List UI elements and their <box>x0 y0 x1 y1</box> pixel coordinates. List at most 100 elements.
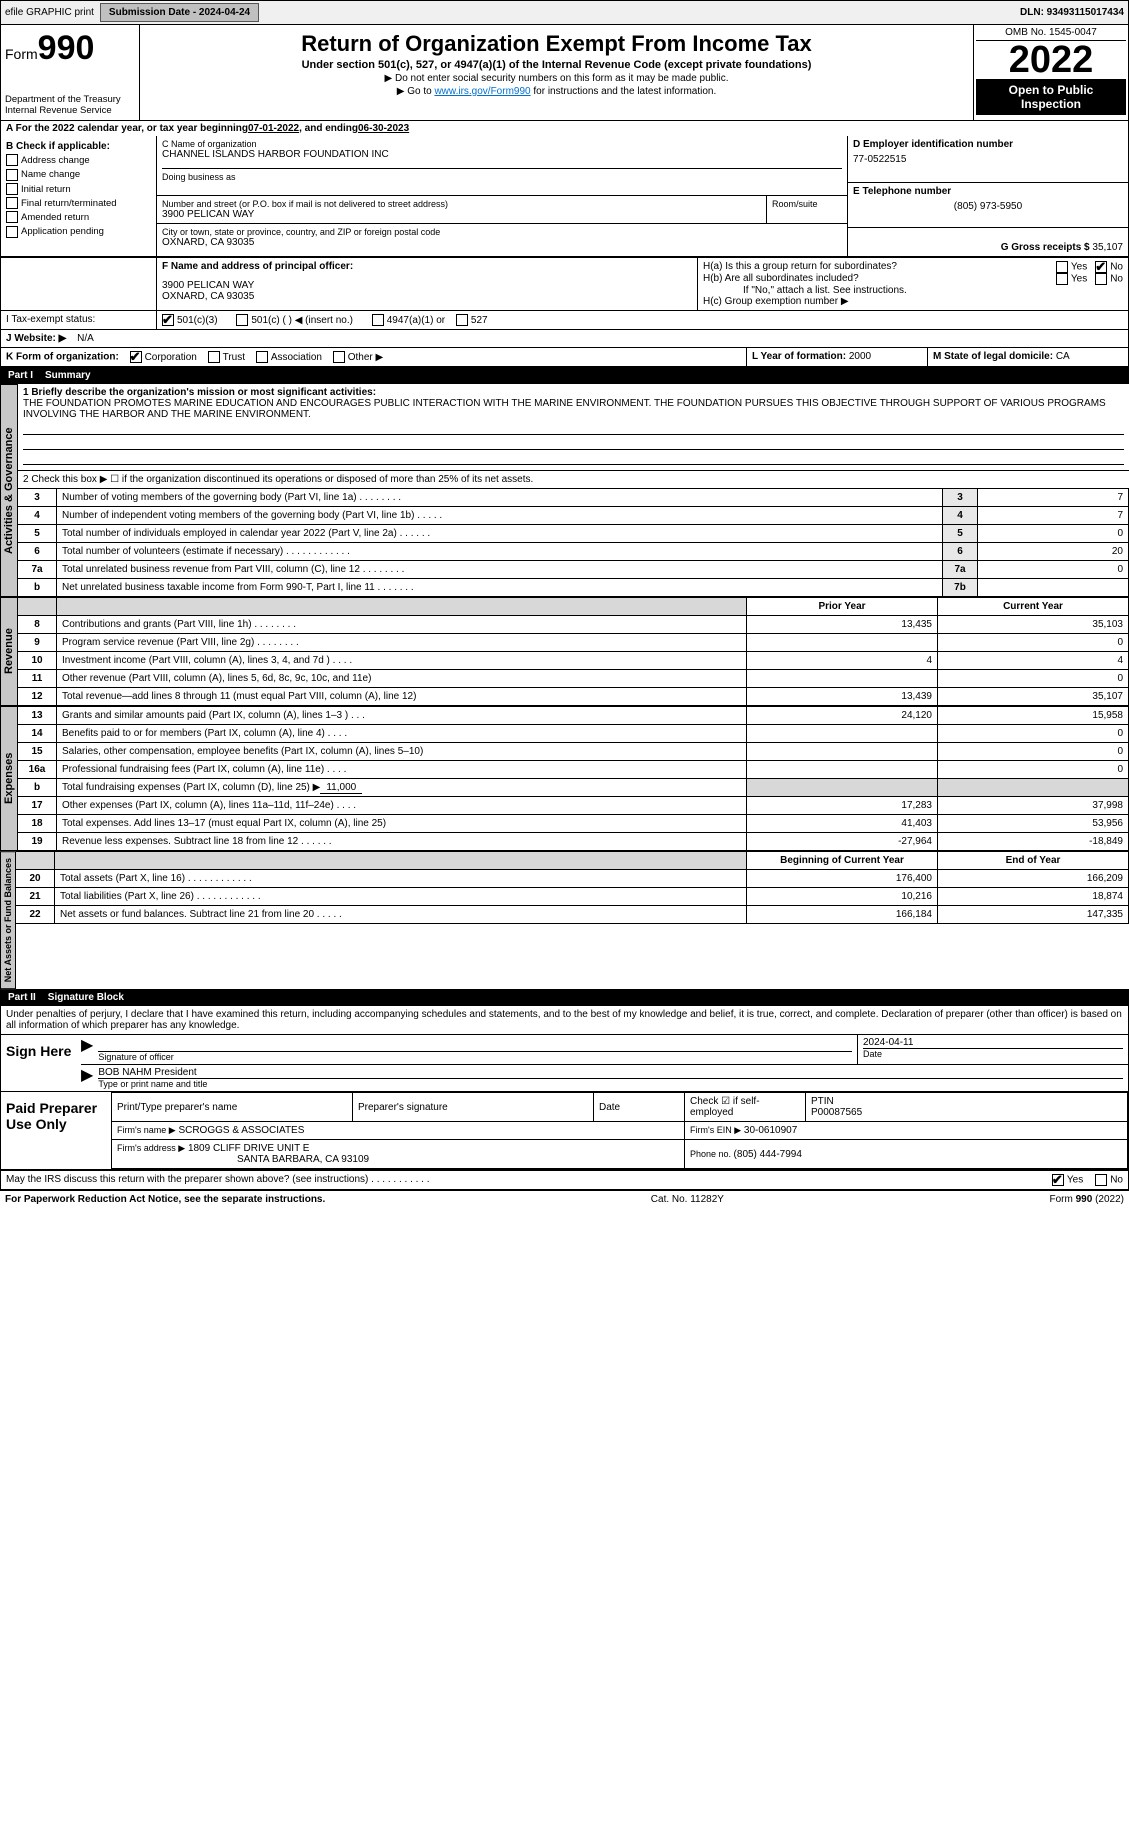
year-formation-label: L Year of formation: <box>752 351 849 362</box>
website-label: J Website: ▶ <box>6 333 66 344</box>
discuss-row: May the IRS discuss this return with the… <box>0 1170 1129 1190</box>
check-527[interactable]: 527 <box>456 315 488 326</box>
footer-right: Form 990 (2022) <box>1050 1194 1124 1205</box>
phone-value: (805) 973-5950 <box>853 201 1123 212</box>
revenue-section: Revenue Prior YearCurrent Year 8Contribu… <box>0 597 1129 706</box>
l13-text: Grants and similar amounts paid (Part IX… <box>57 707 747 725</box>
sign-here-block: Sign Here ▶ Signature of officer 2024-04… <box>0 1035 1129 1092</box>
part1-header: Part I Summary <box>0 367 1129 384</box>
l9-cur: 0 <box>938 634 1129 652</box>
l22-beg: 166,184 <box>747 906 938 924</box>
check-name-change[interactable]: Name change <box>6 168 151 182</box>
l11-prior <box>747 670 938 688</box>
l13-prior: 24,120 <box>747 707 938 725</box>
ha-no[interactable]: No <box>1095 261 1123 273</box>
l5-val: 0 <box>978 525 1129 543</box>
check-501c3[interactable]: 501(c)(3) <box>162 315 218 326</box>
firm-name-row: Firm's name ▶ SCROGGS & ASSOCIATES <box>112 1122 685 1140</box>
part1-num: Part I <box>8 370 33 381</box>
efile-label: efile GRAPHIC print <box>5 7 94 18</box>
org-name-label: C Name of organization <box>162 139 842 149</box>
check-501c[interactable]: 501(c) ( ) ◀ (insert no.) <box>236 315 353 326</box>
firm-addr2: SANTA BARBARA, CA 93109 <box>237 1154 369 1165</box>
type-name-label: Type or print name and title <box>98 1078 1123 1089</box>
form-990-label: Form990 <box>5 29 135 68</box>
discuss-no[interactable]: No <box>1095 1174 1123 1186</box>
open-to-public: Open to Public Inspection <box>976 79 1126 115</box>
note-ssn: ▶ Do not enter social security numbers o… <box>144 73 969 84</box>
officer-addr1: 3900 PELICAN WAY <box>162 280 692 291</box>
ein-label: D Employer identification number <box>853 139 1123 150</box>
tax-year-end: 06-30-2023 <box>358 123 409 134</box>
l8-prior: 13,435 <box>747 616 938 634</box>
l21-text: Total liabilities (Part X, line 26) . . … <box>55 888 747 906</box>
l17-prior: 17,283 <box>747 797 938 815</box>
line1-label: 1 Briefly describe the organization's mi… <box>23 387 1124 398</box>
firm-phone: (805) 444-7994 <box>734 1149 802 1160</box>
l18-prior: 41,403 <box>747 815 938 833</box>
governance-table: 3Number of voting members of the governi… <box>18 488 1129 597</box>
tax-exempt-label: I Tax-exempt status: <box>1 311 157 329</box>
hb-note: If "No," attach a list. See instructions… <box>703 285 1123 296</box>
state-domicile: CA <box>1056 351 1070 362</box>
l6-text: Total number of volunteers (estimate if … <box>57 543 943 561</box>
l16b-val: 11,000 <box>320 782 362 794</box>
l10-prior: 4 <box>747 652 938 670</box>
tax-year: 2022 <box>976 41 1126 79</box>
check-assoc[interactable]: Association <box>256 352 322 363</box>
check-corp[interactable]: Corporation <box>130 352 197 363</box>
note-goto: ▶ Go to www.irs.gov/Form990 for instruct… <box>144 86 969 97</box>
l9-text: Program service revenue (Part VIII, line… <box>57 634 747 652</box>
l11-cur: 0 <box>938 670 1129 688</box>
discuss-yes[interactable]: Yes <box>1052 1174 1083 1186</box>
l19-prior: -27,964 <box>747 833 938 851</box>
line-a-prefix: A For the 2022 calendar year, or tax yea… <box>6 123 248 134</box>
year-formation: 2000 <box>849 351 871 362</box>
check-address-change[interactable]: Address change <box>6 154 151 168</box>
l22-text: Net assets or fund balances. Subtract li… <box>55 906 747 924</box>
irs-link[interactable]: www.irs.gov/Form990 <box>434 86 530 97</box>
state-domicile-label: M State of legal domicile: <box>933 351 1056 362</box>
ha-yes[interactable]: Yes <box>1056 261 1087 273</box>
l18-text: Total expenses. Add lines 13–17 (must eq… <box>57 815 747 833</box>
ha-label: H(a) Is this a group return for subordin… <box>703 261 1056 273</box>
check-amended-return[interactable]: Amended return <box>6 211 151 225</box>
check-initial-return[interactable]: Initial return <box>6 183 151 197</box>
hb-yes[interactable]: Yes <box>1056 273 1087 285</box>
l7a-val: 0 <box>978 561 1129 579</box>
l18-cur: 53,956 <box>938 815 1129 833</box>
l15-cur: 0 <box>938 743 1129 761</box>
hb-no[interactable]: No <box>1095 273 1123 285</box>
line-a: A For the 2022 calendar year, or tax yea… <box>0 120 1129 136</box>
footer-mid: Cat. No. 11282Y <box>651 1194 724 1205</box>
check-other[interactable]: Other ▶ <box>333 352 383 363</box>
sign-here-label: Sign Here <box>1 1035 81 1091</box>
l12-cur: 35,107 <box>938 688 1129 706</box>
l3-val: 7 <box>978 489 1129 507</box>
part2-header: Part II Signature Block <box>0 989 1129 1006</box>
l15-text: Salaries, other compensation, employee b… <box>57 743 747 761</box>
hb-label: H(b) Are all subordinates included? <box>703 273 1056 285</box>
box-b-title: B Check if applicable: <box>6 139 151 154</box>
line2: 2 Check this box ▶ ☐ if the organization… <box>18 471 1129 488</box>
l19-cur: -18,849 <box>938 833 1129 851</box>
l14-text: Benefits paid to or for members (Part IX… <box>57 725 747 743</box>
gross-receipts-label: G Gross receipts $ <box>1001 242 1093 253</box>
check-trust[interactable]: Trust <box>208 352 245 363</box>
l7b-val <box>978 579 1129 597</box>
l16a-cur: 0 <box>938 761 1129 779</box>
part2-title: Signature Block <box>48 992 124 1003</box>
check-app-pending[interactable]: Application pending <box>6 225 151 239</box>
check-final-return[interactable]: Final return/terminated <box>6 197 151 211</box>
section-bcdefg: B Check if applicable: Address change Na… <box>0 136 1129 257</box>
submission-date-button[interactable]: Submission Date - 2024-04-24 <box>100 3 259 22</box>
l20-beg: 176,400 <box>747 870 938 888</box>
check-4947[interactable]: 4947(a)(1) or <box>372 315 445 326</box>
l19-text: Revenue less expenses. Subtract line 18 … <box>57 833 747 851</box>
l15-prior <box>747 743 938 761</box>
arrow-icon: ▶ <box>81 1065 93 1091</box>
netassets-table: Beginning of Current YearEnd of Year 20T… <box>16 851 1129 924</box>
hdr-beg: Beginning of Current Year <box>747 852 938 870</box>
l20-text: Total assets (Part X, line 16) . . . . .… <box>55 870 747 888</box>
section-i: I Tax-exempt status: 501(c)(3) 501(c) ( … <box>0 310 1129 329</box>
